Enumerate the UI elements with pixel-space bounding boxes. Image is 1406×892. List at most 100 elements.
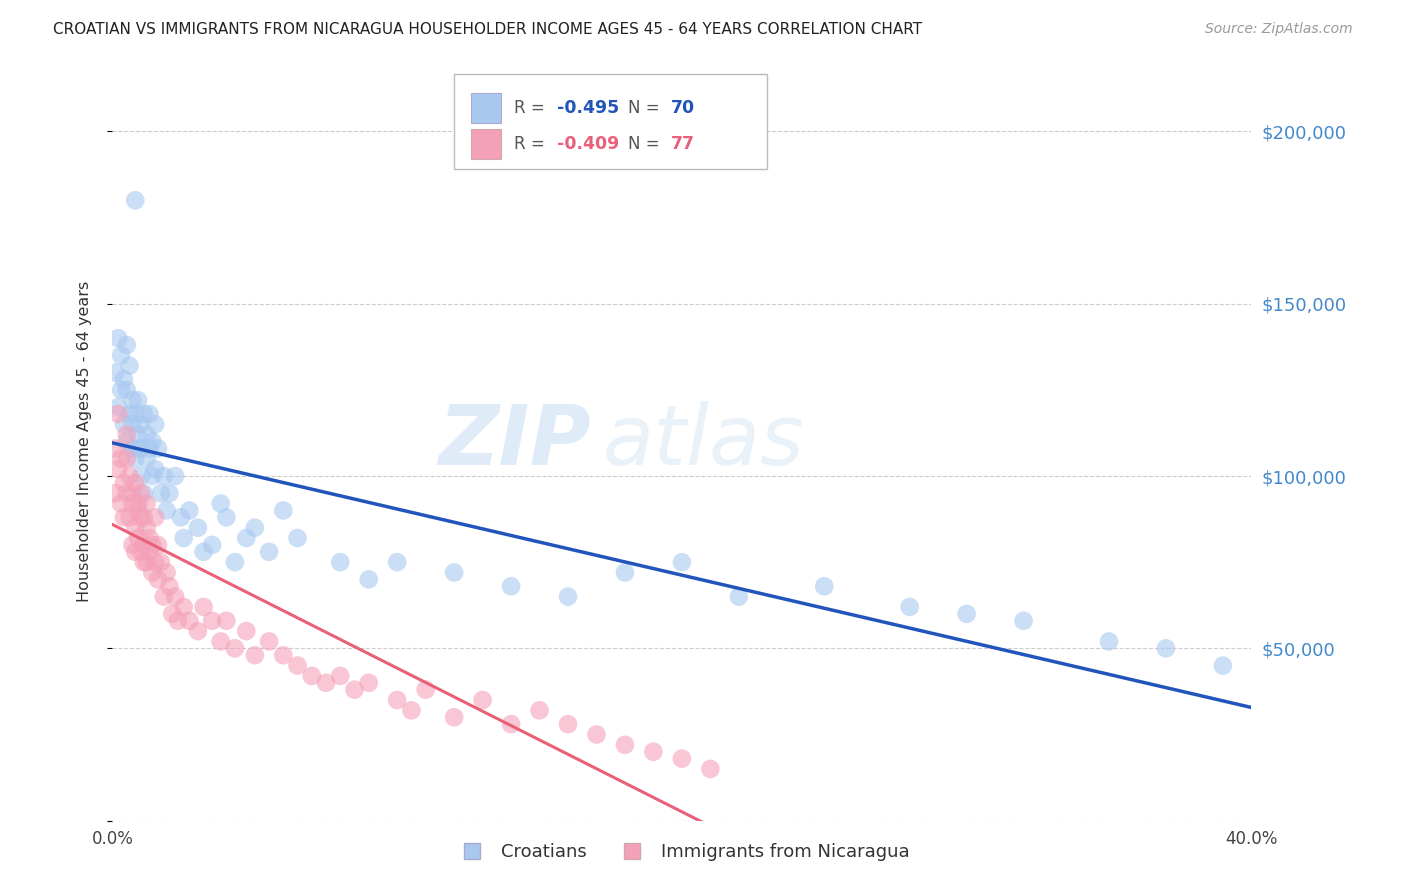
Point <box>115 451 138 466</box>
Point <box>209 634 232 648</box>
Point <box>201 614 224 628</box>
Point <box>107 407 129 421</box>
Text: R =: R = <box>515 135 551 153</box>
Point <box>132 407 155 421</box>
Point <box>187 521 209 535</box>
Point <box>143 510 166 524</box>
Point <box>471 693 494 707</box>
Point <box>141 434 163 449</box>
Point <box>357 573 380 587</box>
Point <box>149 486 172 500</box>
Point <box>671 555 693 569</box>
Point <box>141 566 163 580</box>
Point <box>357 675 380 690</box>
Point <box>104 366 127 380</box>
Point <box>129 510 152 524</box>
Point <box>301 669 323 683</box>
Point <box>124 194 146 208</box>
Point <box>146 442 169 456</box>
Point <box>557 717 579 731</box>
Point <box>135 555 157 569</box>
Point <box>132 538 155 552</box>
Text: -0.495: -0.495 <box>557 99 619 117</box>
Point <box>115 383 138 397</box>
Point <box>110 383 132 397</box>
Point <box>132 555 155 569</box>
Point <box>173 531 195 545</box>
Text: 77: 77 <box>671 135 695 153</box>
Point <box>152 590 174 604</box>
Y-axis label: Householder Income Ages 45 - 64 years: Householder Income Ages 45 - 64 years <box>77 281 91 602</box>
Point <box>315 675 337 690</box>
Point <box>155 566 177 580</box>
Point <box>121 393 143 408</box>
Point <box>1154 641 1177 656</box>
Point <box>115 427 138 442</box>
Point <box>135 497 157 511</box>
Point <box>138 545 160 559</box>
Point <box>613 738 636 752</box>
Point <box>115 486 138 500</box>
Point <box>155 503 177 517</box>
Point <box>107 462 129 476</box>
Point <box>1212 658 1234 673</box>
Point <box>415 682 437 697</box>
Point <box>146 573 169 587</box>
Point <box>170 510 193 524</box>
Point <box>898 599 921 614</box>
Text: R =: R = <box>515 99 551 117</box>
Point <box>443 710 465 724</box>
Point <box>118 469 141 483</box>
Point <box>132 510 155 524</box>
Text: N =: N = <box>628 135 665 153</box>
Point <box>146 538 169 552</box>
Point <box>127 393 149 408</box>
Point <box>107 400 129 414</box>
Point <box>179 503 201 517</box>
Point <box>138 442 160 456</box>
Point <box>557 590 579 604</box>
Point <box>124 521 146 535</box>
Point <box>127 497 149 511</box>
Point <box>138 407 160 421</box>
Point <box>143 462 166 476</box>
Point <box>224 641 246 656</box>
Point <box>124 475 146 490</box>
Text: ZIP: ZIP <box>439 401 591 482</box>
Point <box>257 545 280 559</box>
Point <box>121 538 143 552</box>
Point <box>124 545 146 559</box>
Point <box>112 510 135 524</box>
Point <box>224 555 246 569</box>
Point <box>585 727 607 741</box>
Point <box>1098 634 1121 648</box>
Point <box>127 503 149 517</box>
Point <box>215 510 238 524</box>
Point <box>193 545 215 559</box>
Point <box>643 745 665 759</box>
Point <box>956 607 979 621</box>
Point <box>135 451 157 466</box>
Point <box>243 648 266 663</box>
Point <box>193 599 215 614</box>
Text: 70: 70 <box>671 99 695 117</box>
Point <box>118 359 141 373</box>
Point <box>287 658 309 673</box>
Point <box>112 475 135 490</box>
Point <box>104 442 127 456</box>
Point <box>401 703 423 717</box>
Point <box>613 566 636 580</box>
Point <box>138 531 160 545</box>
Text: Source: ZipAtlas.com: Source: ZipAtlas.com <box>1205 22 1353 37</box>
Point <box>235 531 257 545</box>
Point <box>124 451 146 466</box>
Point <box>1012 614 1035 628</box>
Point <box>329 669 352 683</box>
Point <box>813 579 835 593</box>
Point <box>443 566 465 580</box>
Text: CROATIAN VS IMMIGRANTS FROM NICARAGUA HOUSEHOLDER INCOME AGES 45 - 64 YEARS CORR: CROATIAN VS IMMIGRANTS FROM NICARAGUA HO… <box>53 22 922 37</box>
Point <box>501 579 523 593</box>
Point <box>115 434 138 449</box>
Text: atlas: atlas <box>602 401 804 482</box>
Point <box>132 486 155 500</box>
